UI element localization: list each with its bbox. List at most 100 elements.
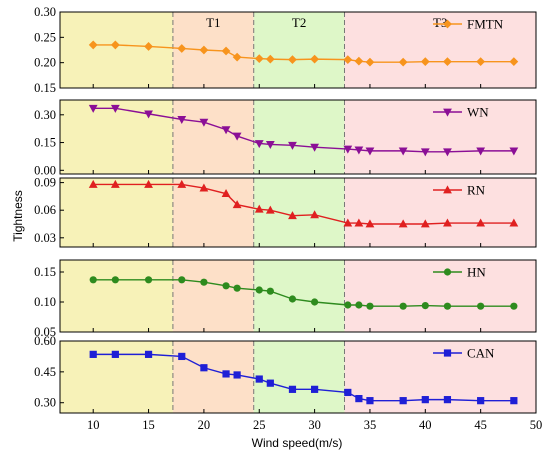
- x-tick-label: 50: [530, 418, 543, 432]
- data-point: [365, 147, 375, 156]
- panel-wn: 0.00 0.15 0.30 WN: [34, 99, 537, 177]
- data-point: [310, 54, 320, 64]
- data-point: [144, 350, 153, 358]
- data-point: [398, 219, 408, 228]
- data-point: [476, 218, 486, 227]
- y-tick-label: 0.30: [34, 5, 56, 19]
- data-point: [222, 282, 230, 290]
- region-band: [172, 178, 254, 247]
- legend-label: HN: [467, 265, 486, 280]
- panel-frame: [59, 99, 537, 175]
- data-point: [266, 379, 274, 387]
- x-tick-label: 10: [87, 418, 100, 432]
- legend-rn: RN: [433, 183, 486, 198]
- y-tick-label: 0.20: [34, 56, 56, 70]
- data-point: [144, 276, 153, 284]
- region-band: [253, 260, 345, 332]
- data-point: [399, 397, 407, 405]
- panel-frame: [59, 340, 537, 414]
- data-point: [200, 278, 208, 286]
- data-point: [343, 218, 353, 227]
- data-point: [509, 57, 519, 67]
- panel-frame: [59, 259, 537, 333]
- data-point: [177, 44, 187, 53]
- y-tick-label: 0.09: [34, 176, 56, 190]
- region-band: [172, 260, 254, 332]
- region-label-t2: T2: [292, 15, 306, 30]
- data-point: [221, 46, 231, 56]
- data-point: [311, 385, 319, 393]
- y-tick-label: 0.30: [34, 396, 56, 410]
- data-point: [222, 370, 230, 378]
- region-label-t3: T3: [433, 15, 447, 30]
- data-point: [443, 302, 452, 310]
- data-point: [233, 284, 241, 292]
- data-point: [477, 302, 485, 310]
- data-point: [265, 205, 275, 214]
- data-point: [288, 55, 297, 65]
- data-point: [254, 204, 264, 213]
- data-point: [89, 276, 97, 284]
- panel-fmtn: T1 T2 T3 0.15 0.20 0.25 0.30 FMTN: [34, 5, 537, 95]
- data-point: [509, 147, 519, 156]
- data-point: [178, 352, 186, 361]
- data-point: [443, 57, 452, 67]
- legend-marker: [443, 108, 452, 117]
- data-point: [399, 302, 407, 310]
- data-point: [366, 302, 374, 310]
- data-point: [354, 146, 364, 155]
- data-point: [510, 397, 518, 405]
- panel-rn: 0.03 0.06 0.09 RN: [34, 176, 537, 248]
- data-point: [476, 57, 486, 67]
- x-tick-label: 35: [364, 418, 377, 432]
- data-point: [343, 55, 353, 65]
- data-point: [476, 147, 486, 156]
- legend-marker: [443, 19, 452, 29]
- data-point: [199, 45, 209, 55]
- data-point: [200, 364, 208, 372]
- data-point: [288, 141, 297, 150]
- data-point: [199, 118, 209, 127]
- data-point: [177, 116, 187, 125]
- data-point: [266, 287, 274, 295]
- region-band: [344, 100, 536, 174]
- x-tick-label: 25: [253, 418, 266, 432]
- region-band: [253, 100, 345, 174]
- data-point: [443, 218, 452, 227]
- legend-fmtn: FMTN: [433, 17, 504, 32]
- data-point: [144, 179, 153, 188]
- data-point: [421, 302, 429, 310]
- y-tick-label: 0.06: [34, 203, 56, 217]
- legend-label: WN: [467, 105, 489, 120]
- data-point: [178, 276, 186, 284]
- data-point: [233, 371, 241, 379]
- panels-group: T1 T2 T3 0.15 0.20 0.25 0.30 FMTN 0.00 0.15 0.30 WN…: [34, 5, 537, 414]
- data-point: [288, 211, 297, 220]
- data-point: [144, 42, 153, 51]
- region-band: [253, 341, 345, 413]
- region-band: [344, 178, 536, 247]
- x-tick-label: 15: [142, 418, 155, 432]
- data-point: [311, 298, 319, 306]
- data-point: [354, 218, 364, 227]
- data-point: [420, 57, 430, 67]
- legend-label: FMTN: [467, 17, 504, 32]
- data-point: [254, 54, 264, 64]
- data-point: [232, 132, 242, 141]
- data-point: [88, 179, 98, 188]
- y-tick-label: 0.60: [34, 334, 56, 348]
- data-point: [510, 302, 518, 310]
- data-point: [111, 276, 119, 284]
- region-band: [253, 12, 345, 88]
- region-band: [60, 12, 173, 88]
- legend-marker: [443, 185, 452, 194]
- data-point: [443, 396, 452, 404]
- data-point: [344, 301, 352, 309]
- region-band: [60, 260, 173, 332]
- data-point: [110, 104, 120, 113]
- legend-can: CAN: [433, 346, 495, 361]
- legend-marker: [443, 268, 452, 276]
- x-tick-label: 40: [419, 418, 432, 432]
- data-point: [89, 350, 97, 358]
- data-point: [366, 397, 374, 405]
